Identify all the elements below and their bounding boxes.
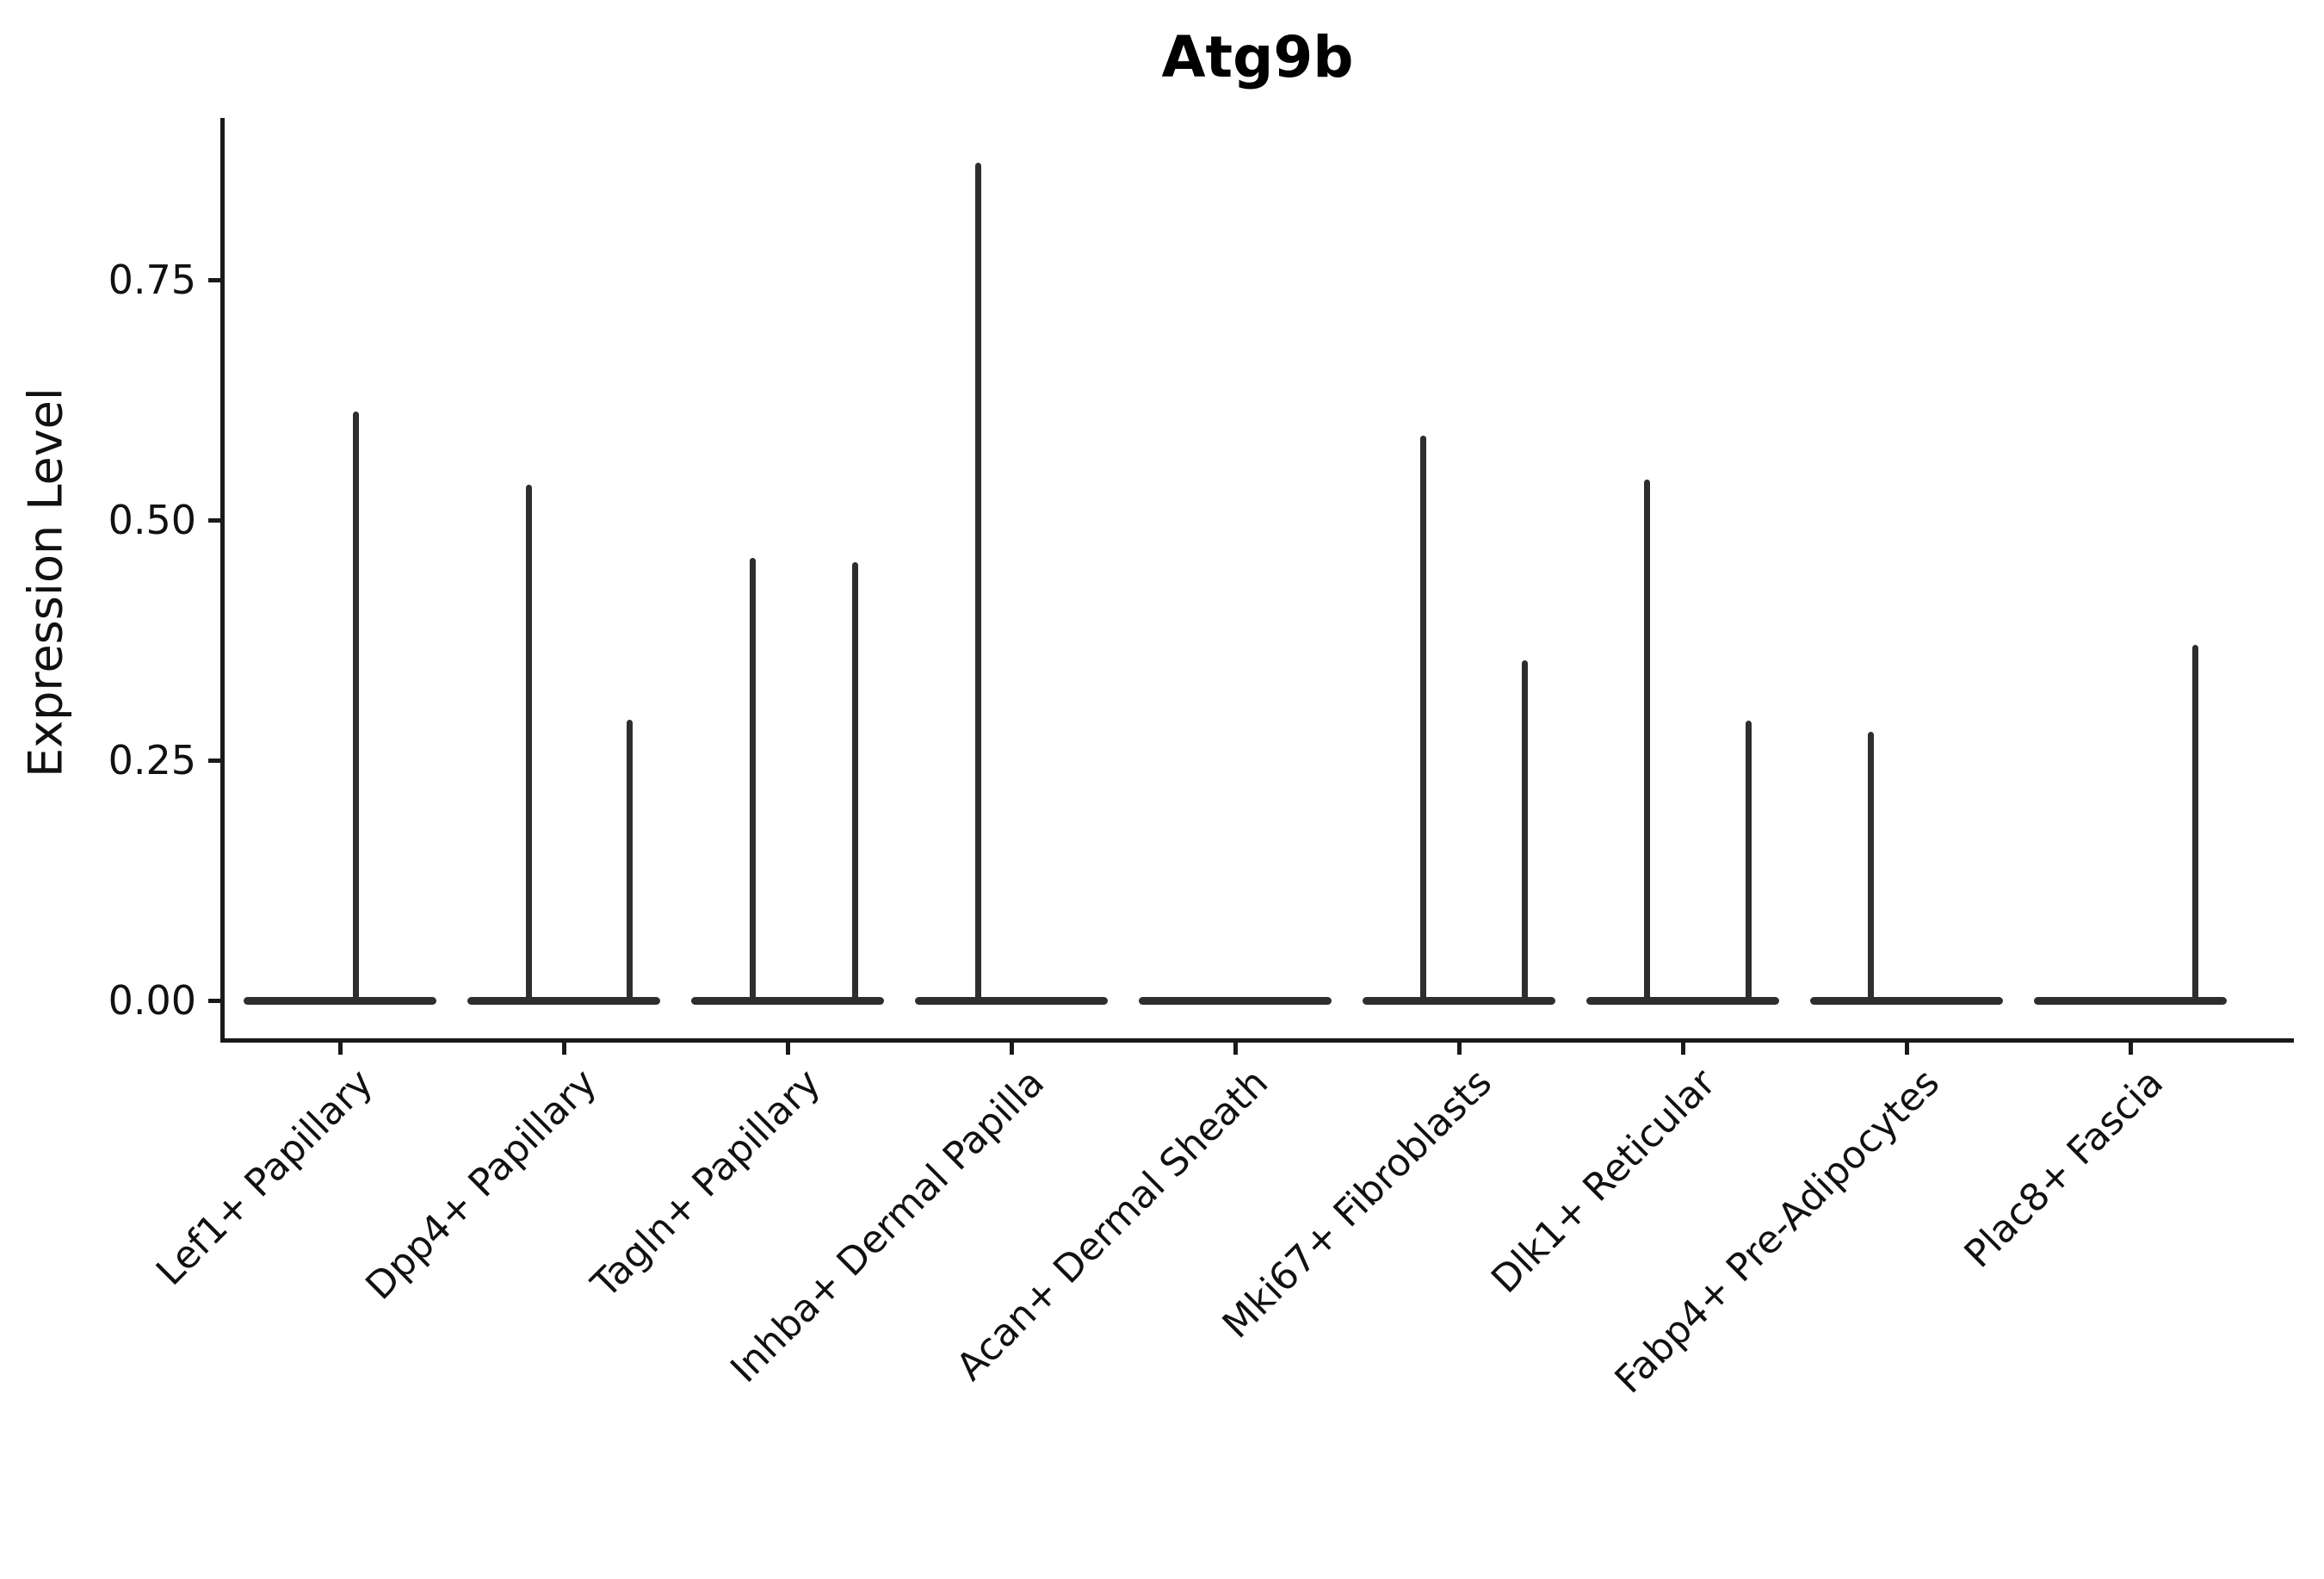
violin-spike (526, 484, 533, 1000)
y-tick-mark (208, 999, 222, 1003)
y-axis-spine (220, 118, 225, 1043)
x-axis-spine (220, 1038, 2294, 1043)
y-tick-label: 0.50 (108, 497, 196, 543)
violin-base (2034, 997, 2227, 1005)
y-axis-label: Expression Level (18, 387, 73, 777)
violin-spike (353, 411, 360, 1000)
violin-spike (1522, 659, 1529, 1000)
x-tick-mark (1681, 1043, 1685, 1055)
violin-spike (851, 562, 858, 1000)
violin-spike (627, 720, 634, 1000)
violin-spike (974, 162, 981, 1000)
x-tick-mark (2129, 1043, 2133, 1055)
x-tick-label: Plac8+ Fascia (1956, 1061, 2173, 1277)
x-tick-mark (786, 1043, 790, 1055)
x-tick-mark (1010, 1043, 1014, 1055)
x-tick-mark (1457, 1043, 1462, 1055)
chart-title: Atg9b (1161, 24, 1354, 90)
violin-base (915, 997, 1108, 1005)
x-tick-label: Dpp4+ Papillary (357, 1061, 606, 1309)
x-tick-label: Dlk1+ Reticular (1483, 1061, 1725, 1302)
violin-spike (1644, 480, 1651, 1000)
x-tick-label: Acan+ Dermal Sheath (948, 1061, 1277, 1390)
violin-spike (1420, 435, 1427, 1000)
x-tick-mark (562, 1043, 566, 1055)
x-tick-label: Inhba+ Dermal Papilla (722, 1061, 1054, 1391)
y-tick-mark (208, 759, 222, 763)
x-tick-mark (338, 1043, 343, 1055)
violin-spike (1868, 731, 1875, 1000)
x-tick-mark (1905, 1043, 1909, 1055)
y-tick-mark (208, 518, 222, 523)
violin-spike (2192, 645, 2199, 1000)
x-tick-label: Fabp4+ Pre-Adipocytes (1606, 1061, 1949, 1403)
y-tick-mark (208, 278, 222, 282)
x-tick-mark (1233, 1043, 1238, 1055)
y-tick-label: 0.25 (108, 737, 196, 783)
x-tick-label: Tagln+ Papillary (583, 1061, 830, 1307)
violin-base (1810, 997, 2003, 1005)
violin-base (244, 997, 436, 1005)
violin-base (1139, 997, 1332, 1005)
violin-base (467, 997, 660, 1005)
y-tick-label: 0.00 (108, 977, 196, 1024)
violin-spike (750, 557, 757, 1000)
violin-spike (1746, 721, 1752, 1000)
violin-base (1586, 997, 1779, 1005)
y-tick-label: 0.75 (108, 257, 196, 303)
violin-base (1363, 997, 1555, 1005)
x-tick-label: Mki67+ Fibroblasts (1214, 1061, 1501, 1347)
violin-base (691, 997, 884, 1005)
